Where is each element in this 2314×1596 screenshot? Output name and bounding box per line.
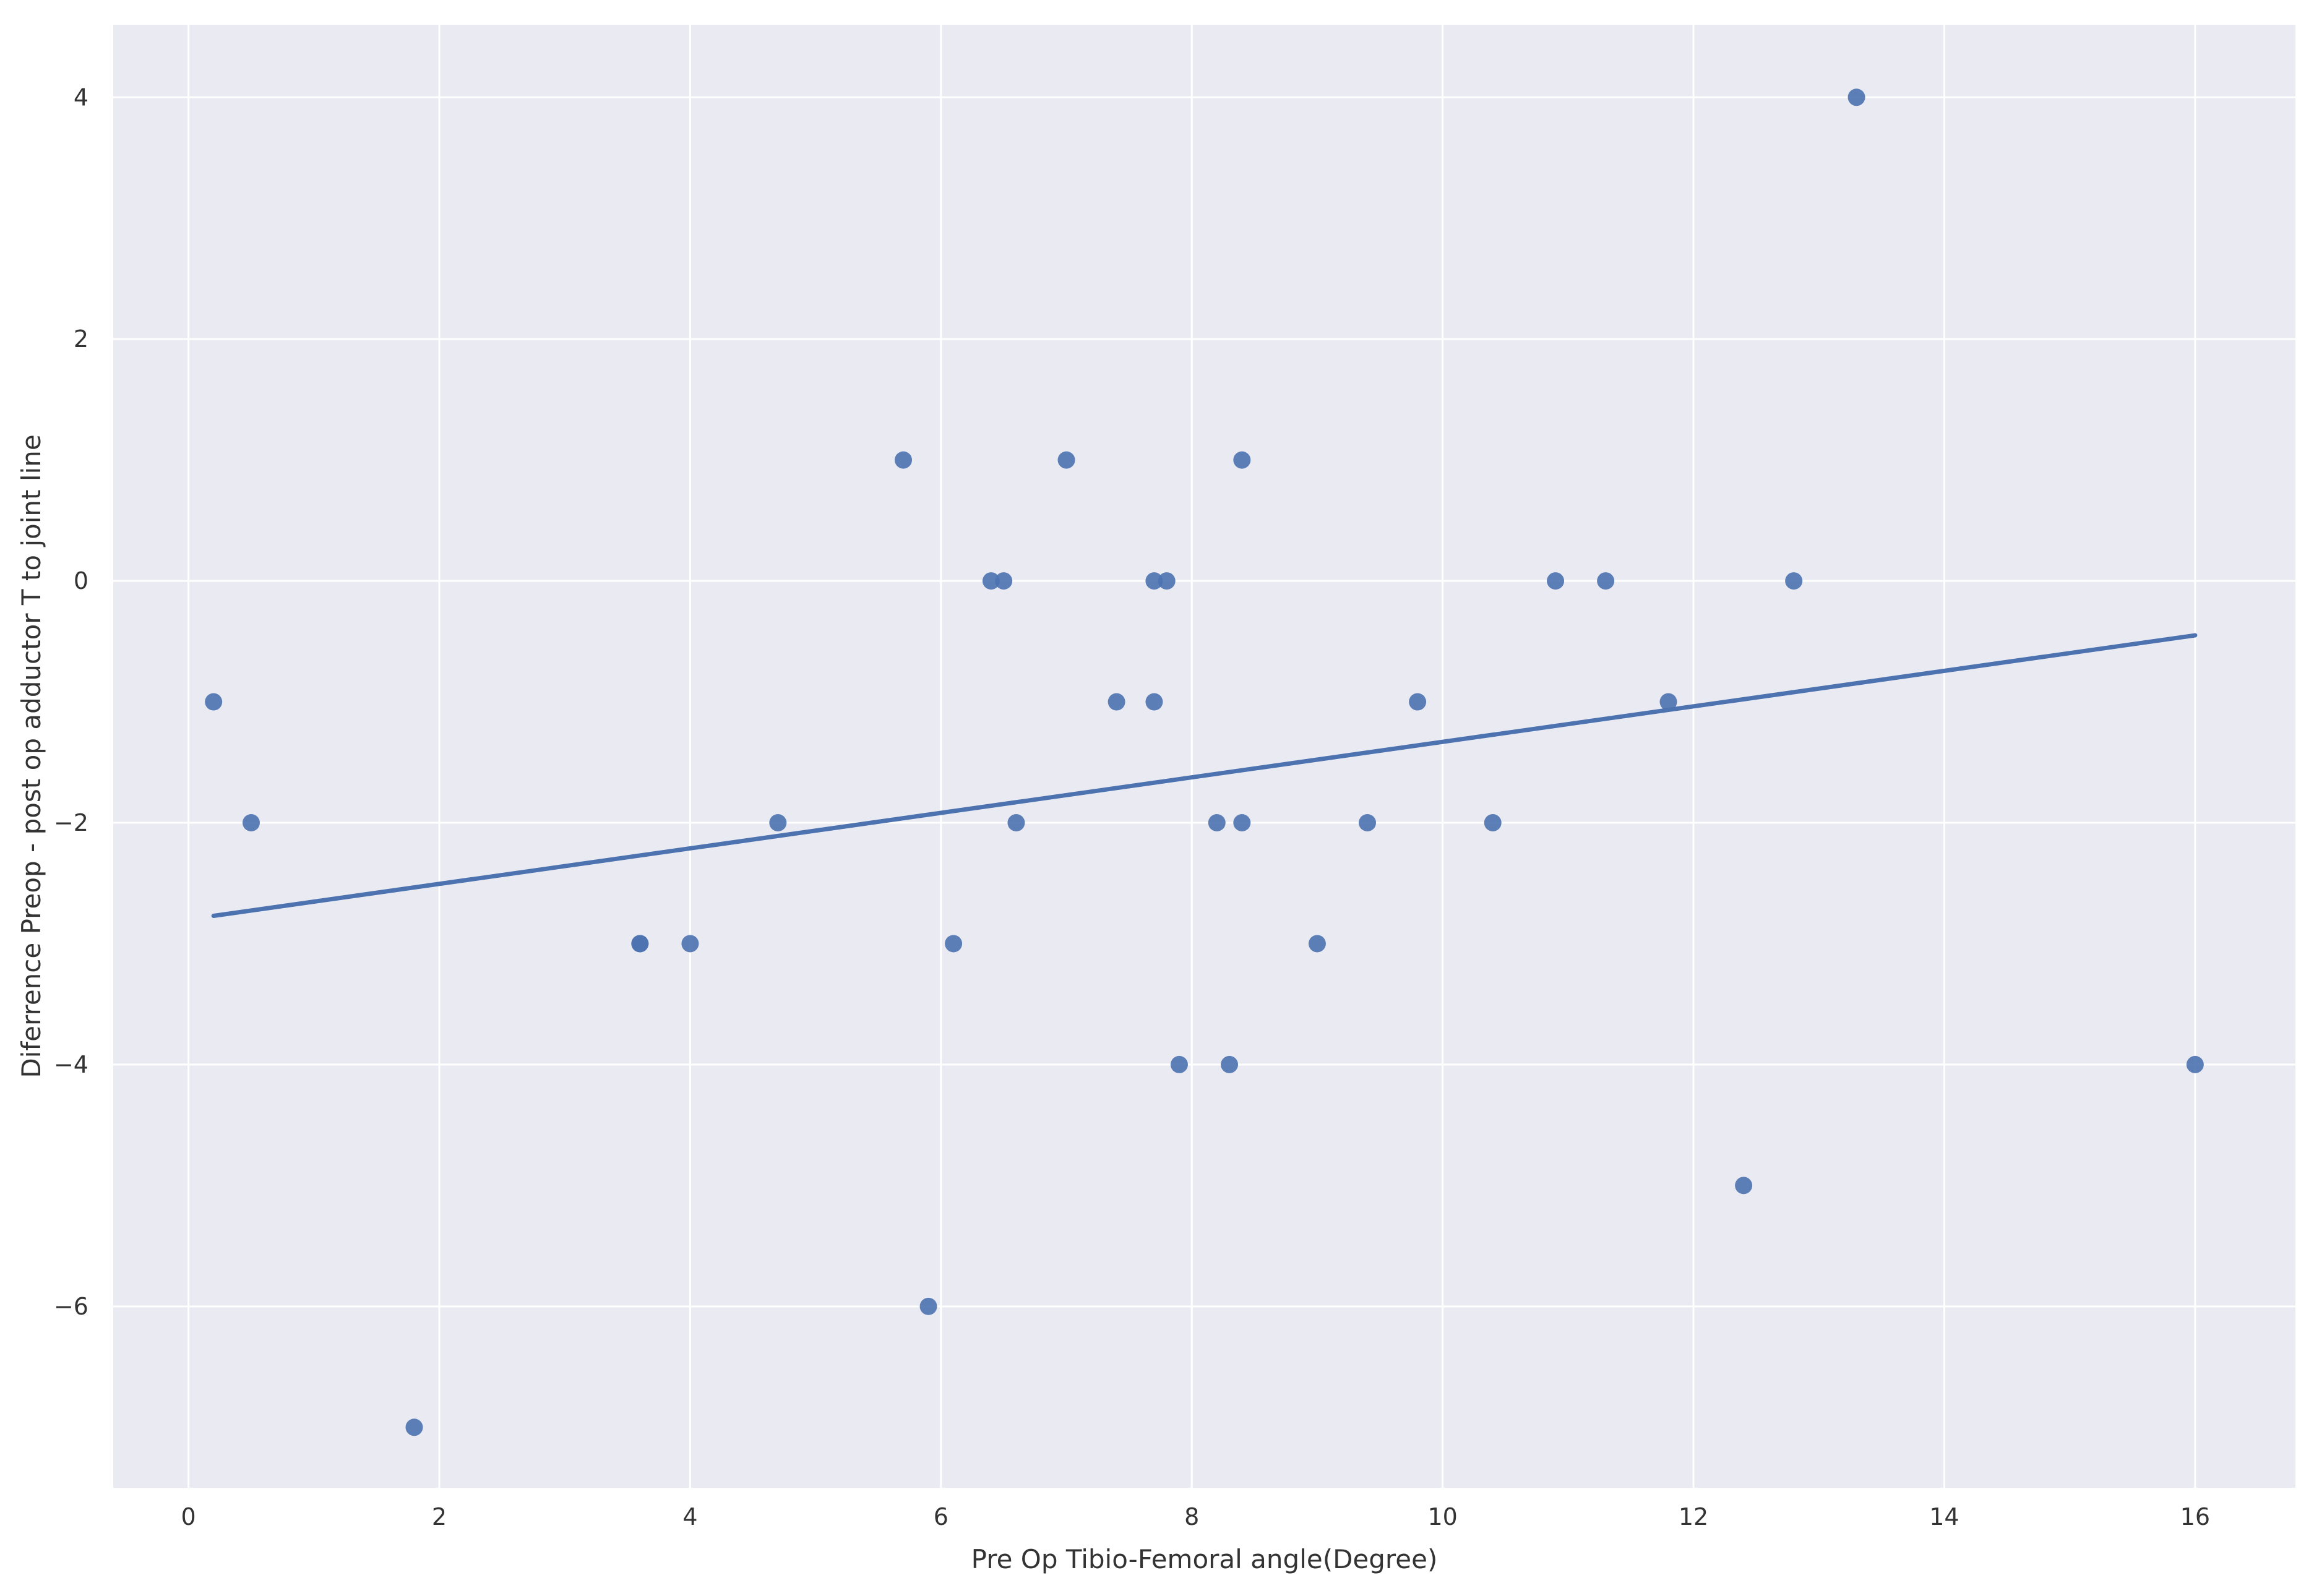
data-point: [2186, 1055, 2204, 1073]
data-point: [1221, 1055, 1239, 1073]
y-tick-label: −4: [54, 1051, 88, 1078]
data-point: [995, 572, 1013, 590]
y-tick-label: 4: [74, 84, 88, 111]
x-tick-label: 12: [1679, 1503, 1708, 1530]
x-tick-label: 8: [1184, 1503, 1199, 1530]
x-tick-labels: 0 2 4 6 8 10 12 14 16: [181, 1503, 2210, 1530]
x-axis-label: Pre Op Tibio-Femoral angle(Degree): [971, 1544, 1438, 1574]
data-point: [1145, 693, 1163, 711]
data-point: [1233, 451, 1251, 469]
data-point: [1108, 693, 1125, 711]
x-tick-label: 6: [934, 1503, 948, 1530]
y-tick-label: 0: [74, 567, 88, 594]
regression-line: [211, 633, 2198, 918]
y-tick-label: 2: [74, 325, 88, 353]
plot-background: [113, 25, 2295, 1488]
data-point: [1233, 814, 1251, 831]
data-point: [1007, 814, 1025, 831]
y-tick-label: −6: [54, 1293, 88, 1320]
x-tick-label: 10: [1427, 1503, 1457, 1530]
x-tick-label: 4: [682, 1503, 697, 1530]
data-point: [1057, 451, 1075, 469]
data-point: [1409, 693, 1427, 711]
data-point: [1847, 88, 1865, 106]
data-point: [1359, 814, 1377, 831]
data-point: [1208, 814, 1226, 831]
data-point: [1735, 1177, 1753, 1195]
data-point: [1484, 814, 1502, 831]
data-point: [681, 935, 699, 953]
y-grid: [113, 96, 2295, 1308]
data-point: [982, 572, 1000, 590]
x-tick-label: 2: [432, 1503, 447, 1530]
x-grid: [187, 25, 2196, 1488]
data-point: [1158, 572, 1176, 590]
y-axis-label: Diferrence Preop - post op adductor T to…: [16, 434, 46, 1078]
y-tick-label: −2: [54, 809, 88, 836]
data-point: [945, 935, 963, 953]
data-point: [1785, 572, 1803, 590]
data-point: [1547, 572, 1565, 590]
y-tick-labels: 4 2 0 −2 −4 −6: [54, 84, 88, 1320]
x-tick-label: 0: [181, 1503, 196, 1530]
data-points: [205, 88, 2204, 1436]
data-point: [205, 693, 223, 711]
data-point: [1659, 693, 1677, 711]
data-point: [631, 935, 649, 953]
data-point: [242, 814, 260, 831]
data-point: [769, 814, 787, 831]
data-point: [895, 451, 913, 469]
data-point: [919, 1297, 937, 1315]
data-point: [1597, 572, 1615, 590]
data-point: [1308, 935, 1326, 953]
x-tick-label: 16: [2180, 1503, 2210, 1530]
data-point: [405, 1418, 423, 1436]
data-point: [1145, 572, 1163, 590]
data-point: [1170, 1055, 1188, 1073]
x-tick-label: 14: [1929, 1503, 1959, 1530]
